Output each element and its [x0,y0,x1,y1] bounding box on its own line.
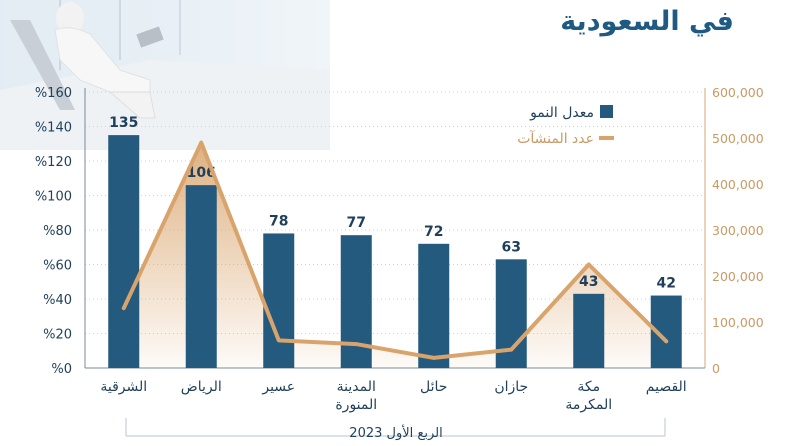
bar-value-label: 77 [347,215,366,231]
category-label: الشرقية [100,379,147,395]
category-label: المدينة [337,379,376,395]
right-axis-tick-label: 300,000 [712,223,764,238]
bar [185,185,217,368]
category-label: عسير [261,379,295,395]
left-axis-tick-label: %120 [35,155,72,170]
x-axis-label: الربع الأول 2023 [349,424,442,441]
right-axis-tick-label: 0 [712,361,720,376]
right-axis-tick-label: 100,000 [712,315,764,330]
bar-value-label: 72 [424,224,443,240]
right-axis-tick-label: 600,000 [712,85,764,100]
left-axis-tick-label: %80 [43,224,72,239]
bar [263,233,295,368]
category-label: مكة [577,379,600,395]
bar [418,243,450,368]
legend-label-facilities: عدد المنشآت [517,130,594,147]
left-axis-tick-label: %0 [51,362,72,377]
right-axis-tick-label: 200,000 [712,269,764,284]
category-label: حائل [420,379,447,395]
left-axis-tick-label: %40 [43,293,72,308]
category-label: المكرمة [565,397,612,413]
category-label: المنورة [335,397,377,413]
person-with-laptop-illustration [0,0,330,150]
bar [573,293,605,368]
bar-value-label: 78 [269,213,288,229]
left-axis-tick-label: %160 [35,86,72,101]
left-axis-tick-label: %20 [43,328,72,343]
bar [108,135,140,368]
background-photo [0,0,330,150]
category-label: الرياض [181,379,222,395]
bar-value-label: 135 [109,115,138,131]
left-axis-tick-label: %60 [43,259,72,274]
facilities-area [123,142,667,368]
bar-value-label: 42 [657,276,676,292]
bar-value-label: 106 [187,165,216,181]
right-axis-tick-label: 500,000 [712,131,764,146]
page-title: في السعودية [560,6,734,37]
bar-value-label: 43 [579,274,598,290]
left-axis-tick-label: %100 [35,190,72,205]
right-axis-tick-label: 400,000 [712,177,764,192]
bar-value-label: 63 [502,239,521,255]
left-axis-tick-label: %140 [35,121,72,136]
legend-swatch-growth [600,105,613,118]
category-label: القصيم [646,379,687,395]
bar [340,235,372,368]
legend-label-growth: معدل النمو [529,105,594,121]
category-label: جازان [494,379,528,395]
facilities-line [121,140,669,360]
